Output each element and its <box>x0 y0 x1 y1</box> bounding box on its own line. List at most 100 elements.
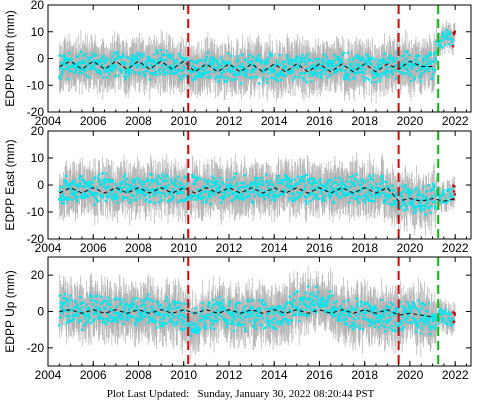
data-point <box>216 180 219 183</box>
data-point <box>329 185 332 188</box>
data-point <box>212 193 216 197</box>
data-point <box>320 191 323 195</box>
data-point <box>296 55 299 58</box>
data-point <box>174 72 178 75</box>
data-point <box>153 61 157 64</box>
data-point <box>263 197 266 201</box>
data-point <box>148 195 151 198</box>
data-point <box>255 176 259 180</box>
data-point <box>299 56 303 60</box>
data-point <box>175 189 178 192</box>
x-tick-label: 2016 <box>306 114 333 128</box>
data-point <box>418 54 421 58</box>
data-point <box>58 186 62 189</box>
data-point <box>231 69 234 72</box>
data-point <box>185 175 188 178</box>
data-point <box>365 196 369 199</box>
data-point <box>113 58 116 62</box>
data-point <box>437 44 440 47</box>
data-point <box>121 190 124 193</box>
data-point <box>413 59 417 62</box>
data-point <box>131 58 135 62</box>
data-point <box>220 201 223 204</box>
data-point <box>429 189 432 193</box>
data-point <box>71 189 74 192</box>
data-point <box>331 200 335 204</box>
data-point <box>98 180 101 184</box>
data-point <box>196 176 199 180</box>
data-point <box>184 199 187 203</box>
data-point <box>60 65 64 68</box>
data-point <box>444 33 447 36</box>
data-point <box>366 60 369 63</box>
data-point <box>187 195 190 199</box>
data-point <box>147 59 150 62</box>
data-point <box>318 71 322 74</box>
data-point <box>215 183 219 186</box>
data-point <box>139 191 142 194</box>
data-point <box>162 58 165 62</box>
data-point <box>266 180 269 184</box>
data-point <box>347 191 351 195</box>
data-point <box>395 57 399 60</box>
data-point <box>287 59 290 62</box>
data-point <box>387 185 390 189</box>
data-point <box>359 67 363 71</box>
data-point <box>291 187 294 191</box>
data-point <box>303 72 306 75</box>
data-point <box>164 185 167 188</box>
data-point <box>330 188 333 191</box>
data-point <box>171 54 174 57</box>
data-point <box>223 76 226 79</box>
data-point <box>339 182 343 185</box>
data-point <box>84 194 87 197</box>
data-point <box>288 184 291 187</box>
data-point <box>398 201 401 205</box>
data-point <box>431 67 435 70</box>
data-point <box>202 195 206 199</box>
data-point <box>393 59 397 63</box>
data-point <box>83 61 86 65</box>
data-point <box>310 64 313 67</box>
data-point <box>372 178 375 182</box>
x-tick-label: 2022 <box>442 241 469 255</box>
data-point <box>75 66 78 69</box>
data-point <box>314 188 318 191</box>
data-point <box>263 61 267 64</box>
data-point <box>156 51 160 55</box>
data-point <box>224 191 227 194</box>
data-point <box>246 57 250 60</box>
data-point <box>122 179 125 183</box>
data-point <box>100 183 104 186</box>
data-point <box>198 73 202 77</box>
data-point <box>379 75 383 79</box>
data-point <box>109 66 112 70</box>
data-point <box>415 186 418 190</box>
data-point <box>254 67 257 70</box>
data-point <box>308 181 311 185</box>
data-point <box>424 190 428 193</box>
data-point <box>450 36 453 40</box>
data-point <box>133 178 136 181</box>
data-point <box>442 38 446 41</box>
data-point <box>201 72 204 75</box>
panel-2: 2004 2006 2008 2010 2012 2014 2016 2018 2020 2022… <box>3 124 472 255</box>
data-point <box>329 178 333 182</box>
data-point <box>372 200 376 203</box>
data-point <box>219 196 222 199</box>
data-point <box>67 183 71 186</box>
data-point <box>382 191 386 194</box>
data-point <box>148 60 152 63</box>
data-point <box>64 59 67 62</box>
data-point <box>192 182 195 186</box>
data-point <box>453 185 456 188</box>
data-point <box>125 177 129 181</box>
data-point <box>419 79 423 83</box>
data-point <box>274 63 277 67</box>
data-point <box>343 186 347 190</box>
data-point <box>258 194 261 197</box>
data-point <box>405 57 408 61</box>
data-point <box>227 194 230 197</box>
data-point <box>168 72 172 75</box>
data-point <box>152 179 155 182</box>
